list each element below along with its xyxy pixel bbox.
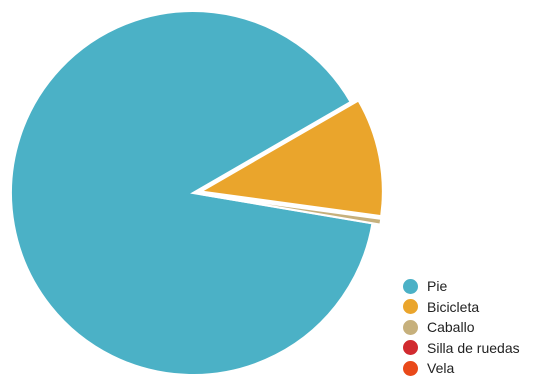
legend-label: Bicicleta: [427, 298, 480, 315]
legend-item: Vela: [403, 358, 520, 379]
legend-swatch: [403, 299, 418, 315]
legend-label: Pie: [427, 278, 448, 294]
pie-slice-pie: [10, 10, 374, 374]
legend-item: Caballo: [403, 317, 520, 338]
legend-label: Caballo: [427, 319, 475, 335]
legend: Pie Bicicleta Caballo Silla de ruedas Vela: [403, 276, 520, 379]
legend-swatch: [403, 360, 418, 376]
legend-label: Silla de ruedas: [427, 339, 520, 356]
legend-swatch: [403, 278, 418, 294]
pie-slices: [10, 10, 384, 374]
pie-slice-caballo: [200, 193, 383, 226]
legend-swatch: [403, 340, 418, 356]
legend-label: Vela: [427, 360, 455, 376]
pie-slice-bicicleta: [197, 99, 384, 218]
legend-item: Silla de ruedas: [403, 338, 520, 359]
legend-item: Bicicleta: [403, 297, 520, 318]
legend-swatch: [403, 319, 418, 335]
legend-item: Pie: [403, 276, 520, 297]
